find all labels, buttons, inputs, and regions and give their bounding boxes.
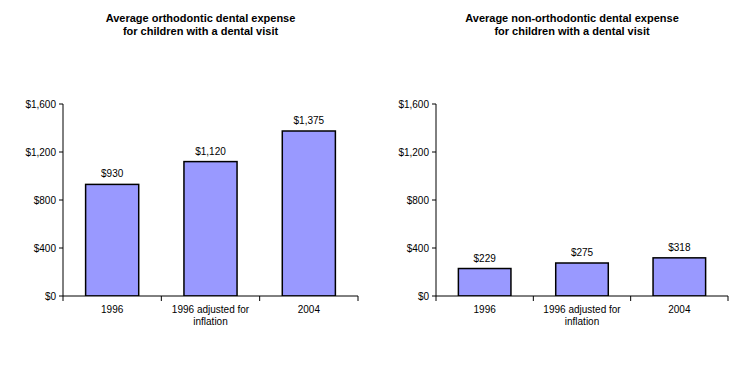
x-axis (63, 296, 358, 297)
x-separator (728, 296, 729, 301)
bar (556, 263, 609, 296)
chart-title: Average non-orthodontic dental expensefo… (465, 12, 679, 37)
y-tick (432, 200, 436, 201)
chart-canvas: Average orthodontic dental expensefor ch… (0, 0, 730, 372)
y-axis (436, 104, 437, 296)
x-separator (161, 296, 162, 301)
y-tick (432, 152, 436, 153)
chart-panel: Average orthodontic dental expensefor ch… (25, 12, 358, 327)
y-axis (63, 104, 64, 296)
x-tick-label: 1996 adjusted forinflation (172, 304, 250, 327)
title-line: for children with a dental visit (494, 25, 650, 37)
bar (653, 258, 706, 296)
x-tick-line: 1996 (101, 304, 124, 315)
bars (86, 131, 336, 296)
y-tick (432, 104, 436, 105)
y-tick-label: $800 (34, 195, 57, 206)
x-separator (533, 296, 534, 301)
y-tick (59, 104, 63, 105)
x-tick-line: 1996 (474, 304, 497, 315)
x-tick-line: 1996 adjusted for (543, 304, 621, 315)
y-tick-label: $1,200 (25, 147, 56, 158)
data-label: $1,375 (294, 115, 325, 126)
x-tick-line: 2004 (298, 304, 321, 315)
data-label: $275 (571, 247, 594, 258)
y-tick (59, 200, 63, 201)
x-tick-label: 1996 (101, 304, 124, 315)
x-tick-label: 1996 (474, 304, 497, 315)
x-separator (436, 296, 437, 301)
x-tick-label: 2004 (298, 304, 321, 315)
y-tick-label: $400 (407, 243, 430, 254)
bar (458, 269, 511, 296)
data-label: $318 (668, 242, 691, 253)
x-tick-label: 2004 (668, 304, 691, 315)
x-separator (63, 296, 64, 301)
title-line: Average non-orthodontic dental expense (465, 12, 679, 24)
bars (458, 258, 705, 296)
y-tick (59, 152, 63, 153)
y-tick-label: $0 (418, 291, 430, 302)
data-label: $229 (474, 253, 497, 264)
x-tick-label: 1996 adjusted forinflation (543, 304, 621, 327)
data-label: $1,120 (195, 146, 226, 157)
y-tick-label: $400 (34, 243, 57, 254)
x-tick-line: inflation (193, 316, 227, 327)
y-tick-label: $800 (407, 195, 430, 206)
y-tick (432, 248, 436, 249)
x-axis (436, 296, 728, 297)
y-tick (432, 296, 436, 297)
x-tick-line: 2004 (668, 304, 691, 315)
data-label: $930 (101, 168, 124, 179)
x-tick-line: 1996 adjusted for (172, 304, 250, 315)
x-tick-line: inflation (565, 316, 599, 327)
y-tick-label: $0 (45, 291, 57, 302)
chart-title: Average orthodontic dental expensefor ch… (106, 12, 296, 37)
x-separator (259, 296, 260, 301)
x-separator (630, 296, 631, 301)
chart-panel: Average non-orthodontic dental expensefo… (398, 12, 728, 327)
title-line: Average orthodontic dental expense (106, 12, 296, 24)
title-line: for children with a dental visit (123, 25, 279, 37)
bar (184, 162, 237, 296)
x-separator (358, 296, 359, 301)
y-tick-label: $1,600 (398, 99, 429, 110)
bar (86, 184, 139, 296)
y-tick-label: $1,200 (398, 147, 429, 158)
y-tick-label: $1,600 (25, 99, 56, 110)
y-tick (59, 248, 63, 249)
y-tick (59, 296, 63, 297)
bar (282, 131, 335, 296)
